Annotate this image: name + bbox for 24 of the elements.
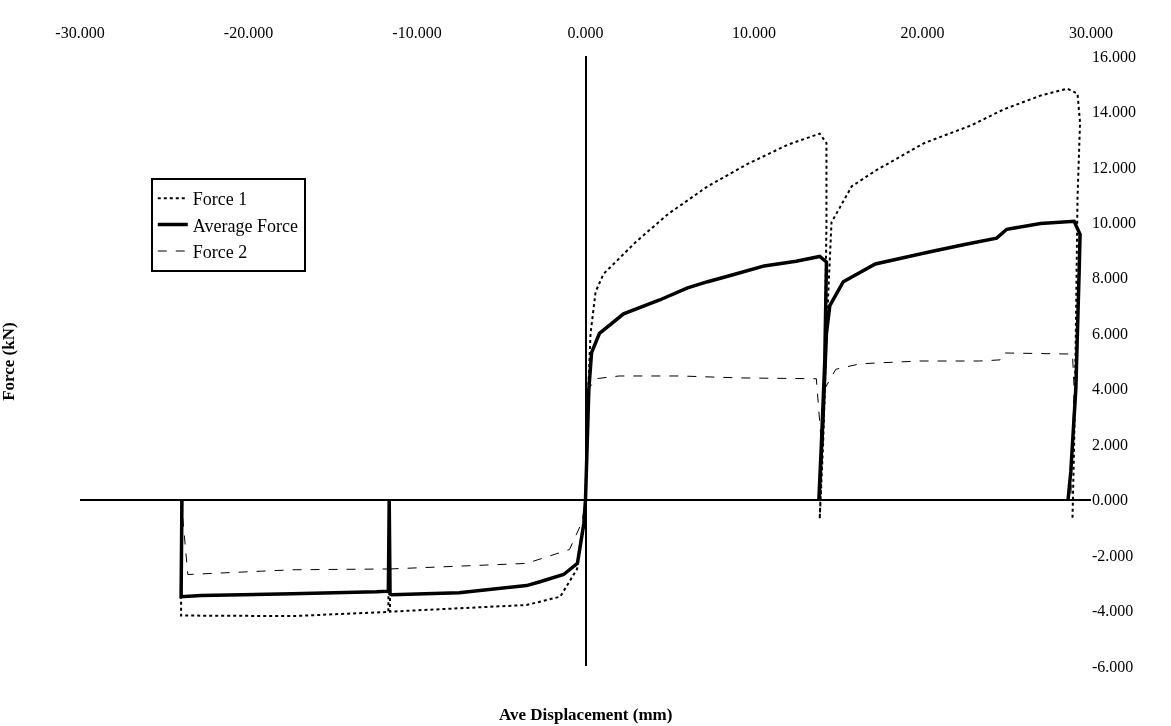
x-tick-label: -10.000: [392, 23, 442, 41]
x-tick-label: 30.000: [1069, 23, 1113, 41]
y-tick-label: -6.000: [1092, 657, 1134, 675]
y-tick-label: 8.000: [1092, 269, 1128, 287]
legend-label: Average Force: [192, 215, 298, 236]
y-tick-label: 4.000: [1092, 380, 1128, 398]
y-tick-label: 6.000: [1092, 324, 1128, 342]
y-axis-title: Force (kN): [0, 322, 18, 401]
y-tick-label: 16.000: [1092, 47, 1136, 65]
y-tick-label: 0.000: [1092, 491, 1128, 509]
y-tick-label: -4.000: [1092, 602, 1134, 620]
y-tick-label: 2.000: [1092, 435, 1128, 453]
y-tick-label: -2.000: [1092, 546, 1134, 564]
x-tick-label: -30.000: [55, 23, 105, 41]
y-tick-label: 10.000: [1092, 213, 1136, 231]
x-tick-label: -20.000: [223, 23, 274, 41]
y-tick-label: 12.000: [1092, 158, 1136, 176]
x-tick-label: 20.000: [900, 23, 945, 41]
x-tick-label: 10.000: [732, 23, 776, 41]
y-tick-label: 14.000: [1092, 103, 1136, 121]
legend-label: Force 2: [192, 242, 248, 263]
x-axis-title: Ave Displacement (mm): [499, 705, 673, 724]
legend-label: Force 1: [192, 189, 248, 210]
x-tick-label: 0.000: [567, 23, 604, 41]
